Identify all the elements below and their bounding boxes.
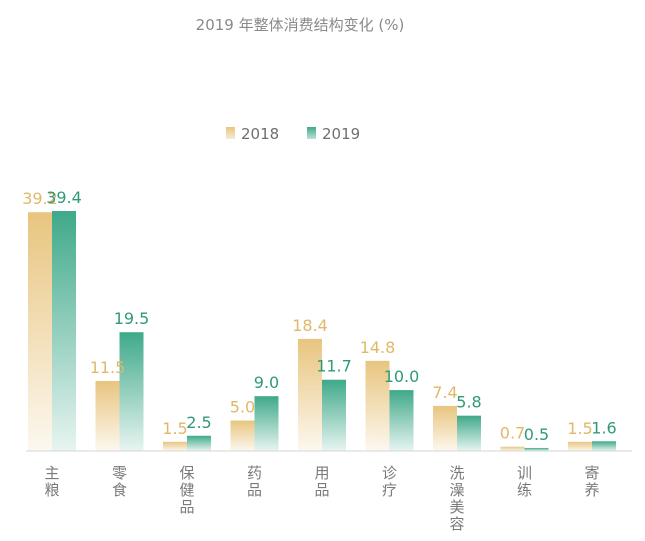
legend-swatch-2018 xyxy=(226,127,235,139)
category-label-5: 诊疗 xyxy=(382,464,397,499)
category-label-7: 训练 xyxy=(517,464,532,499)
value-label-2018-7: 0.7 xyxy=(500,424,525,443)
bar-2018-3 xyxy=(230,420,255,451)
bar-2019-8 xyxy=(592,441,616,451)
value-label-2019-7: 0.5 xyxy=(524,425,549,444)
category-labels-group: 主粮 零食 保健品 药品 用品 诊疗 洗澡美容 训练 寄养 xyxy=(44,464,599,533)
value-label-2018-2: 1.5 xyxy=(162,419,187,438)
category-label-4: 用品 xyxy=(314,464,329,499)
category-label-6: 洗澡美容 xyxy=(449,464,464,533)
value-label-2019-2: 2.5 xyxy=(186,413,211,432)
value-label-2018-3: 5.0 xyxy=(230,398,255,417)
value-label-2019-6: 5.8 xyxy=(456,393,481,412)
value-label-2019-8: 1.6 xyxy=(591,418,616,437)
value-label-2019-1: 19.5 xyxy=(114,309,150,328)
category-label-1: 零食 xyxy=(112,464,127,499)
legend-swatch-2019 xyxy=(307,127,316,139)
value-label-2018-0: 39.2 xyxy=(22,189,58,208)
bar-2019-5 xyxy=(389,390,414,451)
bar-2019-3 xyxy=(254,396,279,451)
bar-2018-1 xyxy=(95,380,120,451)
legend-label-2018: 2018 xyxy=(241,125,279,143)
bar-2019-7 xyxy=(524,447,549,451)
legend-label-2019: 2019 xyxy=(322,125,360,143)
bar-2018-7 xyxy=(500,446,525,451)
category-label-2: 保健品 xyxy=(179,464,194,516)
bar-2019-6 xyxy=(457,415,481,451)
bar-2018-8 xyxy=(568,441,592,451)
value-label-2018-6: 7.4 xyxy=(432,383,457,402)
bar-2019-0 xyxy=(52,211,76,451)
value-labels-group: 39.239.411.519.51.52.55.09.018.411.714.8… xyxy=(22,188,617,444)
value-label-2018-5: 14.8 xyxy=(360,338,396,357)
value-label-2019-3: 9.0 xyxy=(254,373,279,392)
value-label-2019-4: 11.7 xyxy=(316,357,352,376)
category-label-0: 主粮 xyxy=(44,464,59,499)
value-label-2019-5: 10.0 xyxy=(384,367,420,386)
value-label-2019-0: 39.4 xyxy=(46,188,82,207)
chart-title: 2019 年整体消费结构变化 (%) xyxy=(196,16,405,34)
bar-2018-0 xyxy=(28,212,52,451)
bar-2018-4 xyxy=(298,338,322,451)
bar-2018-6 xyxy=(433,405,457,451)
value-label-2018-8: 1.5 xyxy=(567,419,592,438)
bar-2018-5 xyxy=(365,360,390,451)
bar-2019-2 xyxy=(187,435,211,451)
category-label-8: 寄养 xyxy=(584,464,599,499)
bar-2018-2 xyxy=(163,441,187,451)
value-label-2018-4: 18.4 xyxy=(292,316,328,335)
bar-2019-1 xyxy=(119,332,144,451)
category-label-3: 药品 xyxy=(247,464,262,499)
value-label-2018-1: 11.5 xyxy=(90,358,126,377)
bar-2019-4 xyxy=(322,379,346,451)
bars-group xyxy=(28,211,616,451)
legend: 2018 2019 xyxy=(226,125,360,143)
